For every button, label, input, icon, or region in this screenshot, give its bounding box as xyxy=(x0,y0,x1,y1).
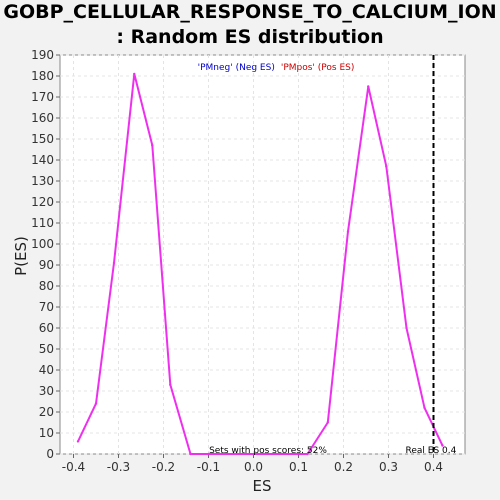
data-point xyxy=(133,72,136,76)
data-point xyxy=(151,144,154,147)
x-tick-label: -0.3 xyxy=(107,460,130,474)
y-tick-label: 80 xyxy=(39,279,54,293)
y-tick-label: 150 xyxy=(31,132,54,146)
data-point xyxy=(306,452,309,456)
y-tick-label: 30 xyxy=(39,384,54,398)
y-tick-label: 40 xyxy=(39,363,54,377)
data-point xyxy=(441,444,444,447)
x-tick-label: 0.2 xyxy=(334,460,353,474)
data-point xyxy=(423,406,426,409)
pos-scores-annotation: Sets with pos scores: 52% xyxy=(209,446,327,456)
real-es-line-layer: Real ES 0.4 xyxy=(406,55,457,456)
data-point xyxy=(189,452,192,456)
chart-title-line-1: GOBP_CELLULAR_RESPONSE_TO_CALCIUM_ION xyxy=(3,1,497,23)
x-tick-label: -0.1 xyxy=(197,460,220,474)
data-point xyxy=(326,421,329,424)
x-tick-label: 0.4 xyxy=(424,460,443,474)
x-axis-label: ES xyxy=(253,477,272,495)
x-tick-label: 0.0 xyxy=(244,460,263,474)
data-point xyxy=(367,85,370,88)
y-tick-label: 0 xyxy=(46,447,54,461)
y-tick-label: 130 xyxy=(31,174,54,188)
data-point xyxy=(169,383,172,386)
y-tick-label: 110 xyxy=(31,216,54,230)
data-point xyxy=(385,165,388,168)
y-tick-label: 170 xyxy=(31,90,54,104)
data-point xyxy=(76,440,80,443)
y-tick-label: 60 xyxy=(39,321,54,335)
data-point xyxy=(405,326,408,330)
series-layer xyxy=(76,72,444,456)
chart-title-line-2: : Random ES distribution xyxy=(116,26,384,48)
axes: 0 10 20 30 40 50 60 70 80 90 100 110 120 130 140 150 160… xyxy=(31,48,443,474)
y-tick-label: 140 xyxy=(31,153,54,167)
data-point xyxy=(94,402,98,405)
real-es-label: Real ES 0.4 xyxy=(406,446,457,456)
legend: 'PMneg' (Neg ES) 'PMpos' (Pos ES) xyxy=(198,63,355,73)
y-tick-label: 90 xyxy=(39,258,54,272)
y-tick-label: 50 xyxy=(39,342,54,356)
y-tick-label: 10 xyxy=(39,426,54,440)
chart-title: GOBP_CELLULAR_RESPONSE_TO_CALCIUM_ION : … xyxy=(0,0,500,50)
legend-entry-neg: 'PMneg' (Neg ES) xyxy=(198,63,275,73)
y-tick-label: 100 xyxy=(31,237,54,251)
y-tick-label: 20 xyxy=(39,405,54,419)
y-axis-label: P(ES) xyxy=(12,236,30,276)
y-tick-label: 180 xyxy=(31,69,54,83)
data-point xyxy=(346,230,350,233)
series-line xyxy=(77,72,444,455)
y-tick-label: 160 xyxy=(31,111,54,125)
x-tick-label: 0.3 xyxy=(379,460,398,474)
data-point xyxy=(112,261,116,265)
x-tick-label: -0.2 xyxy=(152,460,175,474)
legend-entry-pos: 'PMpos' (Pos ES) xyxy=(281,63,355,73)
x-tick-label: -0.4 xyxy=(62,460,85,474)
x-tick-label: 0.1 xyxy=(289,460,308,474)
y-tick-label: 70 xyxy=(39,300,54,314)
y-tick-label: 190 xyxy=(31,48,54,62)
y-tick-label: 120 xyxy=(31,195,54,209)
data-point xyxy=(207,452,210,456)
plot-area xyxy=(59,54,466,455)
